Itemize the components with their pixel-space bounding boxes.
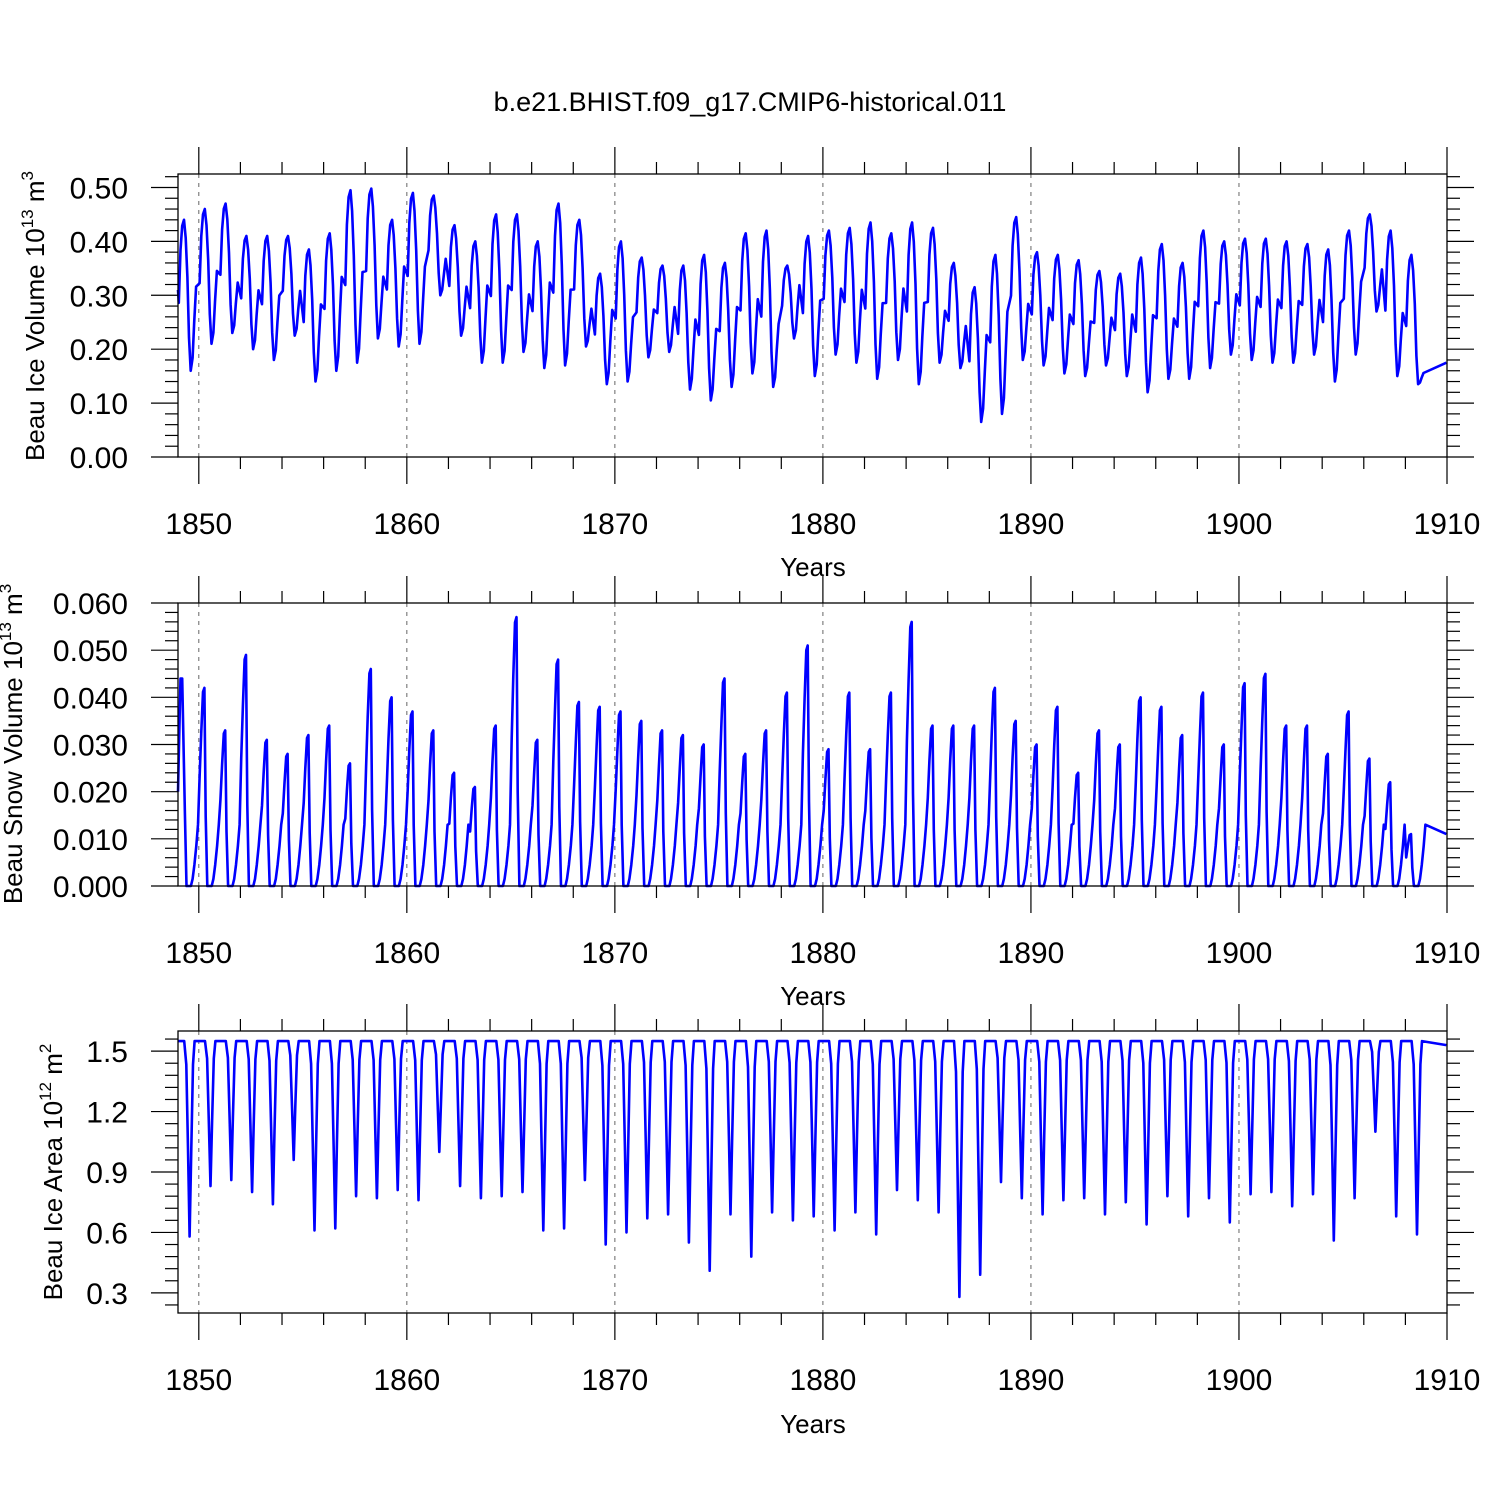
panel-snow-volume: Beau Snow Volume 1013 m3 Years (0, 584, 846, 1011)
ylabel-ice-area: Beau Ice Area 1012 m2 (36, 1044, 68, 1301)
plot-snow-volume: 1850 1860 1870 1880 1890 1900 1910 0.000 0.010 0.… (53, 576, 1480, 970)
xtick-label-snow-volume: 1900 (1206, 937, 1273, 970)
ytick-label-ice-volume: 0.50 (70, 172, 128, 205)
ytick-label-ice-volume: 0.40 (70, 226, 128, 259)
xtick-label-ice-area: 1850 (165, 1364, 232, 1397)
panel-ice-volume: Beau Ice Volume 1013 m3 Years (18, 171, 846, 582)
xtick-label-ice-volume: 1850 (165, 508, 232, 541)
xtick-label-ice-volume: 1860 (373, 508, 440, 541)
xtick-label-ice-area: 1890 (998, 1364, 1065, 1397)
xtick-label-ice-area: 1880 (790, 1364, 857, 1397)
plot-ice-area: 1850 1860 1870 1880 1890 1900 1910 0.3 0.6 0.9 1.2… (86, 1004, 1480, 1397)
ytick-label-snow-volume: 0.030 (53, 730, 128, 763)
xtick-label-snow-volume: 1890 (998, 937, 1065, 970)
ytick-label-ice-area: 1.2 (86, 1097, 128, 1130)
ylabel-ice-volume: Beau Ice Volume 1013 m3 (18, 171, 50, 461)
xlabel-snow-volume: Years (780, 981, 846, 1011)
xtick-label-ice-volume: 1880 (790, 508, 857, 541)
xtick-label-snow-volume: 1880 (790, 937, 857, 970)
ytick-label-ice-volume: 0.30 (70, 280, 128, 313)
xlabel-ice-volume: Years (780, 552, 846, 582)
xtick-label-snow-volume: 1860 (373, 937, 440, 970)
plot-ice-volume: 1850 1860 1870 1880 1890 1900 1910 0.00 0.10 0.20… (70, 147, 1481, 541)
series-line-ice-area (178, 1039, 1447, 1299)
xtick-label-snow-volume: 1910 (1414, 937, 1481, 970)
ytick-label-ice-area: 0.3 (86, 1278, 128, 1311)
ytick-label-snow-volume: 0.060 (53, 588, 128, 621)
xtick-label-ice-volume: 1910 (1414, 508, 1481, 541)
ytick-label-ice-volume: 0.00 (70, 442, 128, 475)
ytick-label-snow-volume: 0.010 (53, 824, 128, 857)
xtick-label-ice-volume: 1870 (581, 508, 648, 541)
ytick-label-ice-volume: 0.10 (70, 388, 128, 421)
xtick-label-ice-area: 1860 (373, 1364, 440, 1397)
panel-ice-area: Beau Ice Area 1012 m2 Years (36, 1044, 846, 1439)
xtick-label-ice-volume: 1890 (998, 508, 1065, 541)
xtick-label-ice-area: 1910 (1414, 1364, 1481, 1397)
ytick-label-ice-area: 0.9 (86, 1157, 128, 1190)
ytick-label-ice-volume: 0.20 (70, 334, 128, 367)
frame-ice-volume (177, 173, 1448, 458)
xtick-label-snow-volume: 1850 (165, 937, 232, 970)
xlabel-ice-area: Years (780, 1409, 846, 1439)
series-line-snow-volume (176, 615, 1447, 888)
ytick-label-snow-volume: 0.000 (53, 871, 128, 904)
xtick-label-ice-area: 1870 (581, 1364, 648, 1397)
ytick-label-ice-area: 1.5 (86, 1036, 128, 1069)
xtick-label-ice-volume: 1900 (1206, 508, 1273, 541)
xtick-label-snow-volume: 1870 (581, 937, 648, 970)
ylabel-snow-volume: Beau Snow Volume 1013 m3 (0, 584, 28, 904)
series-line-ice-volume (176, 187, 1447, 424)
xtick-label-ice-area: 1900 (1206, 1364, 1273, 1397)
ytick-label-snow-volume: 0.040 (53, 682, 128, 715)
ytick-label-snow-volume: 0.050 (53, 635, 128, 668)
ytick-label-snow-volume: 0.020 (53, 777, 128, 810)
ytick-label-ice-area: 0.6 (86, 1217, 128, 1250)
chart-title: b.e21.BHIST.f09_g17.CMIP6-historical.011 (494, 87, 1007, 117)
